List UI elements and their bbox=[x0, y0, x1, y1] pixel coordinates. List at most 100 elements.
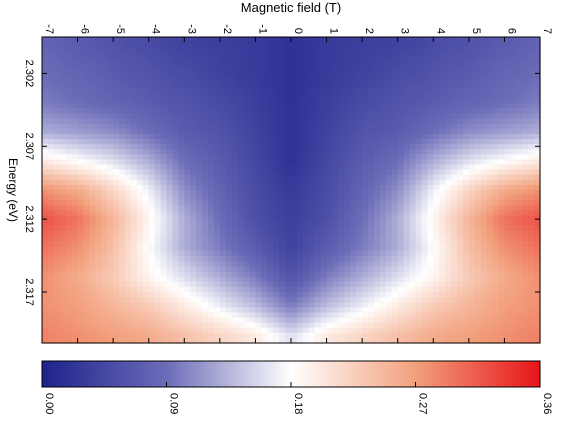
heatmap-cell bbox=[285, 93, 292, 99]
heatmap-cell bbox=[285, 205, 292, 211]
heatmap-cell bbox=[184, 103, 191, 109]
heatmap-cell bbox=[534, 205, 541, 211]
heatmap-cell bbox=[255, 200, 262, 206]
heatmap-cell bbox=[202, 256, 209, 262]
heatmap-cell bbox=[95, 128, 102, 135]
heatmap-cell bbox=[385, 297, 393, 303]
heatmap-cell bbox=[374, 281, 381, 288]
heatmap-cell bbox=[291, 62, 298, 69]
heatmap-cell bbox=[391, 327, 399, 334]
heatmap-cell bbox=[249, 312, 257, 319]
heatmap-cell bbox=[213, 144, 221, 150]
heatmap-cell bbox=[119, 37, 126, 43]
heatmap-cell bbox=[291, 210, 298, 217]
heatmap-cell bbox=[285, 286, 292, 293]
heatmap-cell bbox=[379, 88, 387, 94]
heatmap-cell bbox=[421, 118, 428, 125]
heatmap-cell bbox=[166, 67, 174, 74]
heatmap-cell bbox=[338, 164, 345, 171]
heatmap-cell bbox=[362, 184, 369, 191]
heatmap-cell bbox=[421, 220, 428, 227]
heatmap-cell bbox=[142, 93, 150, 99]
heatmap-cell bbox=[113, 159, 120, 166]
heatmap-cell bbox=[89, 256, 96, 262]
heatmap-cell bbox=[480, 195, 488, 201]
heatmap-cell bbox=[77, 307, 85, 313]
heatmap-cell bbox=[107, 256, 114, 262]
heatmap-cell bbox=[403, 184, 411, 191]
heatmap-cell bbox=[178, 144, 185, 150]
heatmap-cell bbox=[47, 149, 55, 155]
heatmap-cell bbox=[261, 149, 268, 155]
heatmap-cell bbox=[47, 215, 55, 222]
heatmap-cell bbox=[492, 113, 500, 120]
heatmap-cell bbox=[196, 246, 203, 252]
heatmap-cell bbox=[213, 241, 221, 247]
heatmap-cell bbox=[172, 327, 179, 334]
heatmap-cell bbox=[291, 266, 298, 273]
heatmap-cell bbox=[65, 103, 73, 109]
heatmap-cell bbox=[368, 317, 375, 324]
heatmap-cell bbox=[59, 322, 67, 329]
heatmap-cell bbox=[71, 62, 79, 69]
heatmap-cell bbox=[397, 261, 405, 268]
heatmap-cell bbox=[291, 67, 298, 74]
heatmap-cell bbox=[219, 37, 227, 43]
heatmap-cell bbox=[130, 276, 138, 283]
heatmap-cell bbox=[338, 317, 345, 324]
heatmap-cell bbox=[243, 118, 251, 125]
heatmap-cell bbox=[243, 144, 251, 150]
heatmap-cell bbox=[504, 128, 511, 135]
heatmap-cell bbox=[136, 108, 144, 115]
heatmap-cell bbox=[202, 281, 209, 288]
heatmap-cell bbox=[208, 88, 215, 94]
heatmap-cell bbox=[172, 281, 179, 288]
heatmap-cell bbox=[296, 261, 304, 268]
heatmap-cell bbox=[178, 42, 185, 48]
heatmap-cell bbox=[95, 169, 102, 176]
heatmap-cell bbox=[474, 281, 482, 288]
heatmap-cell bbox=[391, 190, 399, 196]
heatmap-cell bbox=[130, 215, 138, 222]
heatmap-cell bbox=[332, 281, 340, 288]
heatmap-cell bbox=[433, 174, 440, 181]
heatmap-cell bbox=[510, 317, 517, 324]
heatmap-cell bbox=[237, 82, 245, 89]
heatmap-cell bbox=[47, 57, 55, 64]
heatmap-cell bbox=[89, 251, 96, 257]
heatmap-cell bbox=[314, 307, 322, 313]
heatmap-cell bbox=[53, 42, 61, 48]
heatmap-cell bbox=[136, 98, 144, 104]
heatmap-cell bbox=[344, 195, 351, 201]
heatmap-cell bbox=[107, 52, 114, 58]
heatmap-cell bbox=[166, 332, 174, 339]
heatmap-cell bbox=[379, 220, 387, 227]
heatmap-cell bbox=[356, 113, 363, 120]
heatmap-cell bbox=[42, 322, 49, 329]
heatmap-cell bbox=[480, 210, 488, 217]
heatmap-cell bbox=[344, 139, 351, 145]
heatmap-cell bbox=[498, 174, 506, 181]
heatmap-cell bbox=[190, 118, 197, 125]
heatmap-cell bbox=[486, 108, 494, 115]
heatmap-cell bbox=[457, 72, 464, 79]
heatmap-cell bbox=[231, 37, 239, 43]
heatmap-cell bbox=[439, 149, 446, 155]
heatmap-cell bbox=[142, 200, 150, 206]
heatmap-cell bbox=[89, 332, 96, 339]
heatmap-cell bbox=[291, 128, 298, 135]
heatmap-cell bbox=[95, 307, 102, 313]
heatmap-cell bbox=[125, 256, 132, 262]
heatmap-cell bbox=[510, 67, 517, 74]
heatmap-cell bbox=[95, 98, 102, 104]
heatmap-cell bbox=[296, 271, 304, 278]
heatmap-cell bbox=[356, 47, 363, 53]
heatmap-cell bbox=[65, 154, 73, 160]
heatmap-cell bbox=[457, 42, 464, 48]
heatmap-cell bbox=[385, 332, 393, 339]
heatmap-cell bbox=[47, 108, 55, 115]
heatmap-cell bbox=[261, 205, 268, 211]
heatmap-cell bbox=[184, 266, 191, 273]
heatmap-cell bbox=[47, 332, 55, 339]
heatmap-cell bbox=[504, 159, 511, 166]
